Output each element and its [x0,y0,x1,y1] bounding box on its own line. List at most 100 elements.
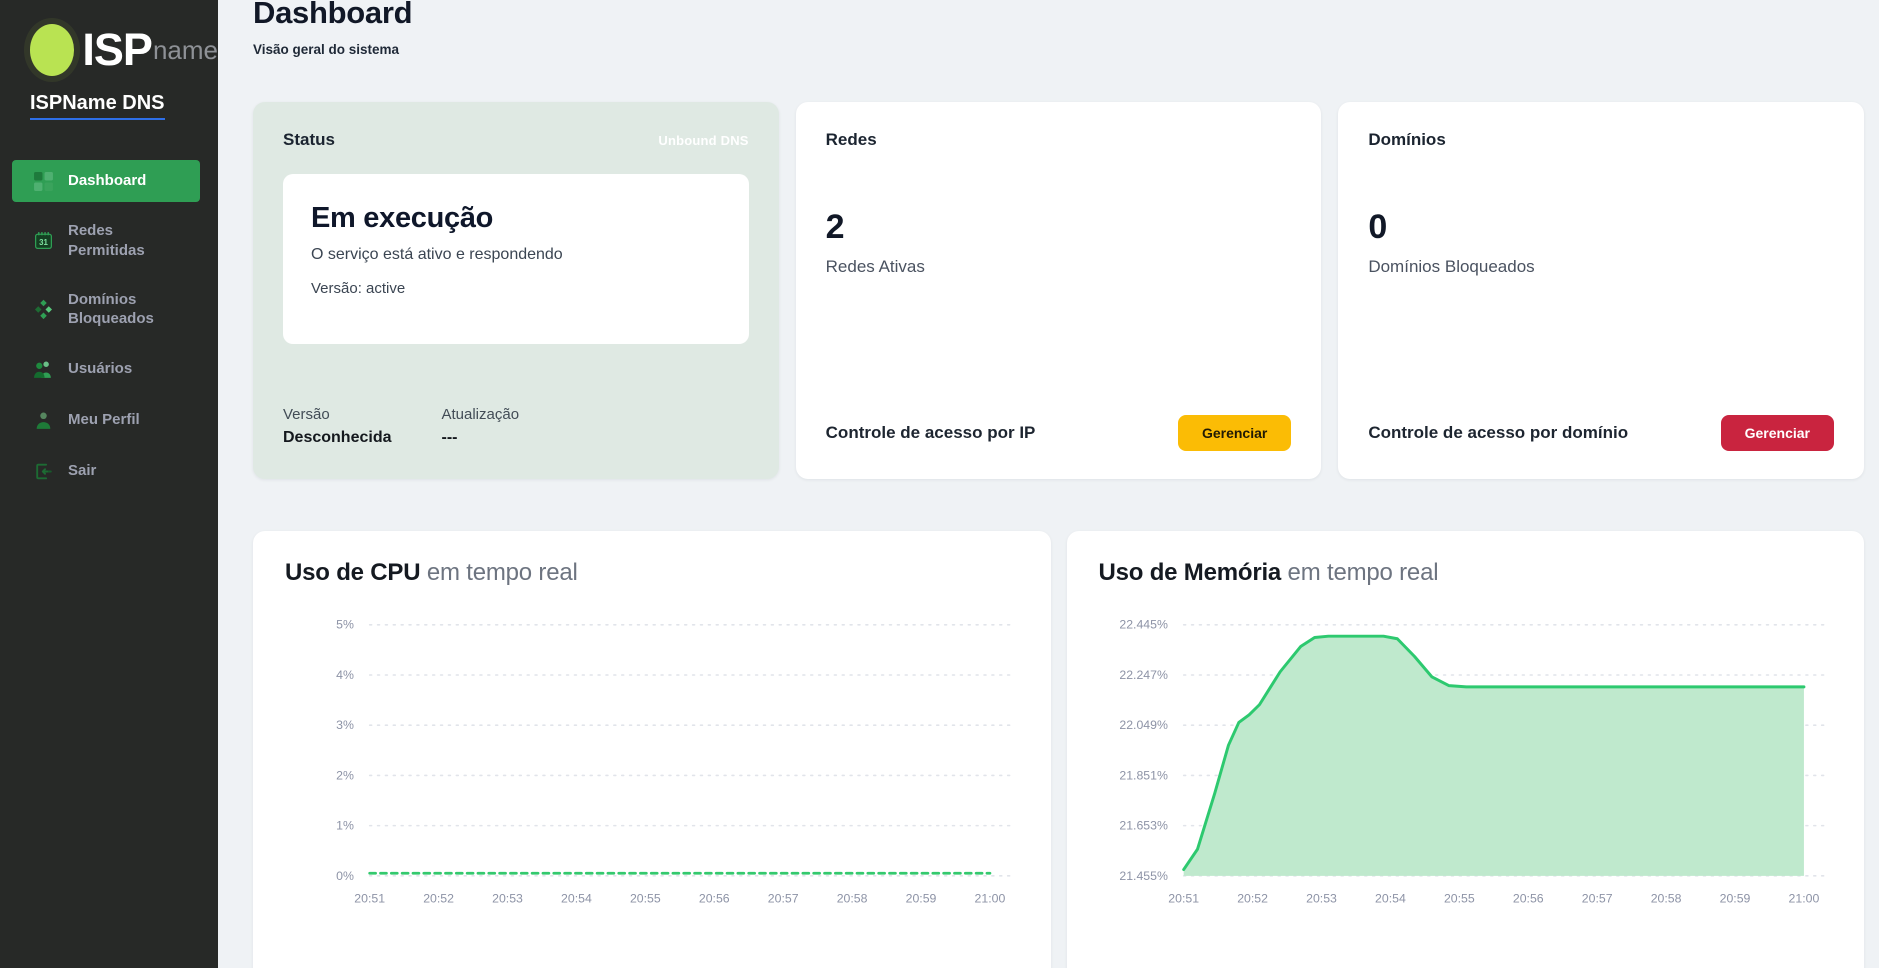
svg-text:20:53: 20:53 [1306,891,1337,905]
sidebar-item-label: Dashboard [68,172,147,190]
svg-text:20:52: 20:52 [423,891,454,905]
svg-text:21.851%: 21.851% [1119,768,1168,782]
service-state-panel: Em execução O serviço está ativo e respo… [283,174,749,344]
charts-row: Uso de CPU em tempo real 5% 4% 3% 2% 1% 0% 20:… [253,531,1864,968]
redes-card: Redes 2 Redes Ativas Controle de acesso … [795,102,1322,479]
cpu-chart-title-sub: em tempo real [420,559,578,586]
dominios-count: 0 [1368,208,1388,246]
svg-text:20:59: 20:59 [1719,891,1750,905]
svg-text:20:52: 20:52 [1237,891,1268,905]
svg-text:20:58: 20:58 [1650,891,1681,905]
sidebar-item-label: Sair [68,462,97,480]
sidebar-item-meu-perfil[interactable]: Meu Perfil [12,399,200,441]
svg-text:20:57: 20:57 [1581,891,1612,905]
sidebar-nav: Dashboard 31 Redes Permitidas Domínios Bloq… [0,160,218,492]
sidebar-item-usuarios[interactable]: Usuários [12,348,200,390]
svg-text:4%: 4% [336,668,354,682]
svg-text:20:58: 20:58 [837,891,868,905]
update-label: Atualização [441,406,520,423]
svg-text:22.445%: 22.445% [1119,618,1168,632]
user-icon [32,409,54,431]
svg-text:21.653%: 21.653% [1119,819,1168,833]
svg-text:21:00: 21:00 [975,891,1006,905]
memory-chart-title-main: Uso de Memória [1098,559,1282,586]
svg-text:31: 31 [39,239,48,248]
logo-circle-icon [30,24,75,76]
redes-count-label: Redes Ativas [825,257,925,276]
version-value: Desconhecida [283,429,392,446]
svg-text:21.455%: 21.455% [1119,869,1168,883]
svg-text:20:59: 20:59 [906,891,937,905]
sidebar-item-label: Usuários [68,360,133,378]
logo: ISP name [30,24,218,76]
dominios-count-label: Domínios Bloqueados [1368,257,1535,276]
dashboard-grid-icon [32,170,54,192]
sidebar-item-label: Meu Perfil [68,411,140,429]
logout-icon [32,460,54,482]
memory-chart: 22.445% 22.247% 22.049% 21.851% 21.653% 21.45… [1099,611,1833,924]
redes-gerenciar-button[interactable]: Gerenciar [1177,415,1292,451]
page-subtitle: Visão geral do sistema [253,42,400,57]
unbound-dns-badge: Unbound DNS [658,132,749,148]
svg-text:20:51: 20:51 [1168,891,1199,905]
memory-chart-title-sub: em tempo real [1281,559,1439,586]
redes-card-title: Redes [825,130,877,149]
redes-count: 2 [825,208,845,246]
diamonds-icon [32,298,54,320]
cpu-chart-title: Uso de CPU em tempo real [285,559,1019,587]
svg-text:2%: 2% [336,768,354,782]
status-card: Status Unbound DNS Em execução O serviço… [253,102,779,479]
version-stat: Versão Desconhecida [283,406,391,447]
dominios-card: Domínios 0 Domínios Bloqueados Controle … [1338,102,1864,479]
memory-chart-title: Uso de Memória em tempo real [1099,559,1833,587]
page-title: Dashboard [253,0,413,30]
memory-usage-card: Uso de Memória em tempo real 22.445% 22.2… [1066,531,1864,968]
sidebar-item-redes-permitidas[interactable]: 31 Redes Permitidas [12,211,200,271]
cpu-usage-card: Uso de CPU em tempo real 5% 4% 3% 2% 1% 0% 20:… [253,531,1051,968]
svg-text:20:55: 20:55 [630,891,661,905]
svg-text:20:54: 20:54 [561,891,592,905]
update-value: --- [441,429,458,446]
sidebar-item-dashboard[interactable]: Dashboard [12,160,200,202]
update-stat: Atualização --- [441,406,519,447]
sidebar-item-label: Redes Permitidas [68,222,145,259]
redes-footer-label: Controle de acesso por IP [825,423,1036,442]
svg-text:20:54: 20:54 [1375,891,1406,905]
svg-text:5%: 5% [336,618,354,632]
sidebar-item-sair[interactable]: Sair [12,450,200,492]
service-state-description: O serviço está ativo e respondendo [311,246,563,263]
logo-brand-main: ISP [82,24,153,75]
version-label: Versão [283,406,330,423]
svg-text:20:51: 20:51 [354,891,385,905]
cpu-chart-title-main: Uso de CPU [285,559,421,586]
main-content: Dashboard Visão geral do sistema Status … [218,0,1879,968]
dominios-gerenciar-button[interactable]: Gerenciar [1720,415,1834,451]
dominios-card-title: Domínios [1368,130,1446,149]
sidebar: ISP name ISPName DNS Dashboard 31 Redes Pe… [0,0,218,968]
svg-text:0%: 0% [336,869,354,883]
svg-text:20:56: 20:56 [699,891,730,905]
status-card-title: Status [283,130,335,149]
logo-brand-suffix: name [152,34,218,65]
brand-home-link[interactable]: ISPName DNS [30,92,165,120]
service-version-line: Versão: active [311,280,406,297]
dominios-footer-label: Controle de acesso por domínio [1368,423,1629,442]
svg-text:20:56: 20:56 [1512,891,1543,905]
sidebar-item-label: Domínios Bloqueados [68,290,154,328]
svg-text:3%: 3% [336,718,354,732]
svg-text:20:55: 20:55 [1443,891,1474,905]
svg-text:22.247%: 22.247% [1119,668,1168,682]
svg-text:20:57: 20:57 [768,891,799,905]
service-state: Em execução [311,202,494,234]
sidebar-item-dominios-bloqueados[interactable]: Domínios Bloqueados [12,280,200,340]
svg-text:22.049%: 22.049% [1119,718,1168,732]
cpu-chart: 5% 4% 3% 2% 1% 0% 20:51 20:52 20:53 20:54 20:55 20:… [285,611,1019,924]
svg-text:21:00: 21:00 [1788,891,1819,905]
summary-cards-row: Status Unbound DNS Em execução O serviço… [253,102,1864,479]
users-icon [32,358,54,380]
status-card-footer: Versão Desconhecida Atualização --- [283,406,749,451]
calendar-31-icon: 31 [32,230,54,252]
svg-text:1%: 1% [336,819,354,833]
svg-text:20:53: 20:53 [492,891,523,905]
